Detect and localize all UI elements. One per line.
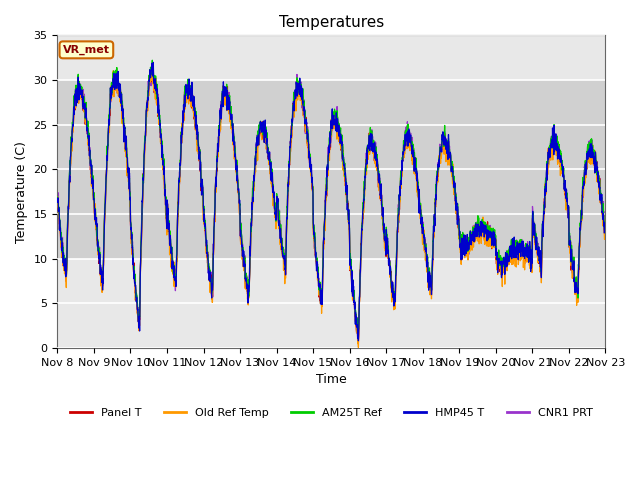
Line: AM25T Ref: AM25T Ref	[58, 60, 605, 332]
CNR1 PRT	[569, 258, 577, 264]
Old Ref Temp	[148, 67, 156, 72]
AM25T Ref	[148, 57, 156, 63]
CNR1 PRT	[355, 340, 362, 346]
Panel T	[491, 242, 499, 248]
Old Ref Temp	[355, 345, 362, 350]
Panel T	[569, 263, 577, 268]
CNR1 PRT	[348, 264, 355, 270]
Old Ref Temp	[569, 264, 577, 269]
Line: Panel T: Panel T	[58, 69, 605, 340]
HMP45 T	[54, 197, 61, 203]
Panel T	[554, 144, 561, 150]
Line: CNR1 PRT: CNR1 PRT	[58, 69, 605, 343]
Old Ref Temp	[554, 141, 561, 147]
HMP45 T	[491, 242, 499, 248]
AM25T Ref	[569, 255, 577, 261]
HMP45 T	[569, 263, 577, 268]
Panel T	[54, 199, 61, 205]
CNR1 PRT	[148, 66, 156, 72]
Line: Old Ref Temp: Old Ref Temp	[58, 70, 605, 348]
Title: Temperatures: Temperatures	[279, 15, 384, 30]
Panel T	[360, 205, 367, 211]
Text: VR_met: VR_met	[63, 45, 110, 55]
HMP45 T	[360, 205, 367, 211]
Old Ref Temp	[54, 204, 61, 210]
AM25T Ref	[491, 242, 499, 248]
CNR1 PRT	[207, 272, 214, 278]
CNR1 PRT	[602, 225, 609, 230]
AM25T Ref	[207, 272, 214, 277]
HMP45 T	[355, 338, 362, 344]
Legend: Panel T, Old Ref Temp, AM25T Ref, HMP45 T, CNR1 PRT: Panel T, Old Ref Temp, AM25T Ref, HMP45 …	[66, 403, 597, 422]
HMP45 T	[602, 225, 609, 230]
AM25T Ref	[54, 194, 61, 200]
HMP45 T	[150, 60, 157, 65]
Line: HMP45 T: HMP45 T	[58, 62, 605, 341]
Panel T	[355, 337, 362, 343]
Bar	[58, 80, 605, 259]
Old Ref Temp	[348, 271, 355, 277]
HMP45 T	[207, 269, 214, 275]
HMP45 T	[554, 141, 561, 146]
Old Ref Temp	[207, 282, 214, 288]
Panel T	[149, 66, 157, 72]
AM25T Ref	[354, 329, 362, 335]
Y-axis label: Temperature (C): Temperature (C)	[15, 141, 28, 242]
CNR1 PRT	[54, 193, 61, 199]
HMP45 T	[348, 267, 355, 273]
CNR1 PRT	[360, 199, 367, 204]
AM25T Ref	[602, 221, 609, 227]
Panel T	[602, 234, 609, 240]
Panel T	[348, 268, 355, 274]
Old Ref Temp	[602, 230, 609, 236]
Panel T	[207, 278, 214, 284]
CNR1 PRT	[491, 244, 499, 250]
AM25T Ref	[360, 200, 367, 205]
Old Ref Temp	[360, 200, 367, 205]
CNR1 PRT	[554, 135, 561, 141]
AM25T Ref	[554, 140, 561, 145]
Old Ref Temp	[491, 243, 499, 249]
AM25T Ref	[348, 264, 355, 270]
X-axis label: Time: Time	[316, 373, 347, 386]
